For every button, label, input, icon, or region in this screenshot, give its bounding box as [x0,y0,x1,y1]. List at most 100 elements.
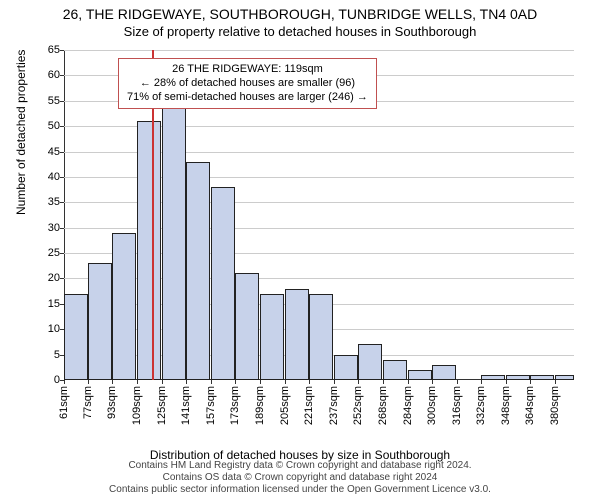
x-tick-mark [309,380,310,384]
x-tick-mark [408,380,409,384]
x-tick-mark [260,380,261,384]
histogram-bar [64,294,88,380]
x-tick-mark [137,380,138,384]
chart-title-main: 26, THE RIDGEWAYE, SOUTHBOROUGH, TUNBRID… [0,6,600,22]
histogram-bar [309,294,333,380]
footer-attribution: Contains HM Land Registry data © Crown c… [0,460,600,496]
histogram-bar [88,263,112,380]
histogram-bar [481,375,505,380]
y-tick-mark [60,202,64,203]
y-tick-mark [60,75,64,76]
chart-area: 0510152025303540455055606561sqm77sqm93sq… [64,50,574,380]
annotation-line: 71% of semi-detached houses are larger (… [127,91,368,105]
chart-title-sub: Size of property relative to detached ho… [0,24,600,39]
y-tick-label: 0 [54,374,60,386]
x-tick-mark [88,380,89,384]
y-tick-mark [60,228,64,229]
x-tick-label: 141sqm [180,386,192,425]
x-tick-mark [235,380,236,384]
annotation-line: ← 28% of detached houses are smaller (96… [127,77,368,91]
x-tick-mark [432,380,433,384]
x-tick-mark [555,380,556,384]
x-tick-label: 189sqm [254,386,266,425]
histogram-bar [506,375,530,380]
x-tick-mark [64,380,65,384]
y-tick-label: 5 [54,349,60,361]
histogram-bar [432,365,456,380]
x-tick-label: 77sqm [82,386,94,419]
histogram-bar [530,375,554,380]
histogram-bar [137,121,161,380]
x-tick-label: 173sqm [229,386,241,425]
y-tick-label: 10 [48,323,60,335]
x-tick-label: 125sqm [156,386,168,425]
plot-region: 0510152025303540455055606561sqm77sqm93sq… [64,50,574,380]
x-tick-mark [530,380,531,384]
x-tick-mark [112,380,113,384]
x-tick-mark [162,380,163,384]
histogram-bar [383,360,407,380]
y-tick-mark [60,152,64,153]
footer-line: Contains HM Land Registry data © Crown c… [0,460,600,472]
x-tick-mark [334,380,335,384]
histogram-bar [285,289,309,380]
y-tick-mark [60,278,64,279]
x-tick-mark [186,380,187,384]
x-tick-label: 205sqm [279,386,291,425]
histogram-bar [235,273,259,380]
y-tick-label: 20 [48,272,60,284]
annotation-box: 26 THE RIDGEWAYE: 119sqm← 28% of detache… [118,58,377,109]
x-tick-mark [285,380,286,384]
histogram-bar [186,162,210,380]
y-tick-label: 35 [48,196,60,208]
y-tick-label: 25 [48,247,60,259]
y-tick-label: 30 [48,222,60,234]
x-tick-label: 157sqm [205,386,217,425]
x-tick-label: 221sqm [303,386,315,425]
histogram-bar [555,375,574,380]
y-tick-label: 15 [48,298,60,310]
y-tick-label: 45 [48,146,60,158]
x-tick-label: 109sqm [131,386,143,425]
x-tick-mark [457,380,458,384]
y-tick-mark [60,253,64,254]
x-tick-mark [481,380,482,384]
y-tick-label: 60 [48,69,60,81]
x-tick-label: 252sqm [352,386,364,425]
gridline-h [64,50,574,51]
x-tick-label: 284sqm [402,386,414,425]
histogram-bar [162,106,186,380]
x-tick-label: 237sqm [328,386,340,425]
y-tick-label: 50 [48,120,60,132]
x-tick-label: 300sqm [426,386,438,425]
x-tick-mark [211,380,212,384]
y-tick-label: 40 [48,171,60,183]
y-tick-mark [60,50,64,51]
footer-line: Contains OS data © Crown copyright and d… [0,472,600,484]
histogram-bar [358,344,382,380]
x-tick-mark [358,380,359,384]
x-tick-label: 316sqm [451,386,463,425]
x-tick-label: 93sqm [106,386,118,419]
y-tick-mark [60,177,64,178]
x-tick-mark [506,380,507,384]
x-tick-label: 61sqm [58,386,70,419]
histogram-bar [408,370,432,380]
x-tick-label: 380sqm [549,386,561,425]
y-tick-label: 65 [48,44,60,56]
histogram-bar [112,233,136,380]
footer-line: Contains public sector information licen… [0,484,600,496]
y-tick-label: 55 [48,95,60,107]
y-axis-label: Number of detached properties [14,50,28,215]
histogram-bar [334,355,358,380]
x-tick-mark [383,380,384,384]
histogram-bar [211,187,235,380]
x-tick-label: 348sqm [500,386,512,425]
x-tick-label: 364sqm [524,386,536,425]
y-tick-mark [60,126,64,127]
y-tick-mark [60,101,64,102]
annotation-line: 26 THE RIDGEWAYE: 119sqm [127,63,368,77]
x-tick-label: 332sqm [475,386,487,425]
histogram-bar [260,294,284,380]
x-tick-label: 268sqm [377,386,389,425]
